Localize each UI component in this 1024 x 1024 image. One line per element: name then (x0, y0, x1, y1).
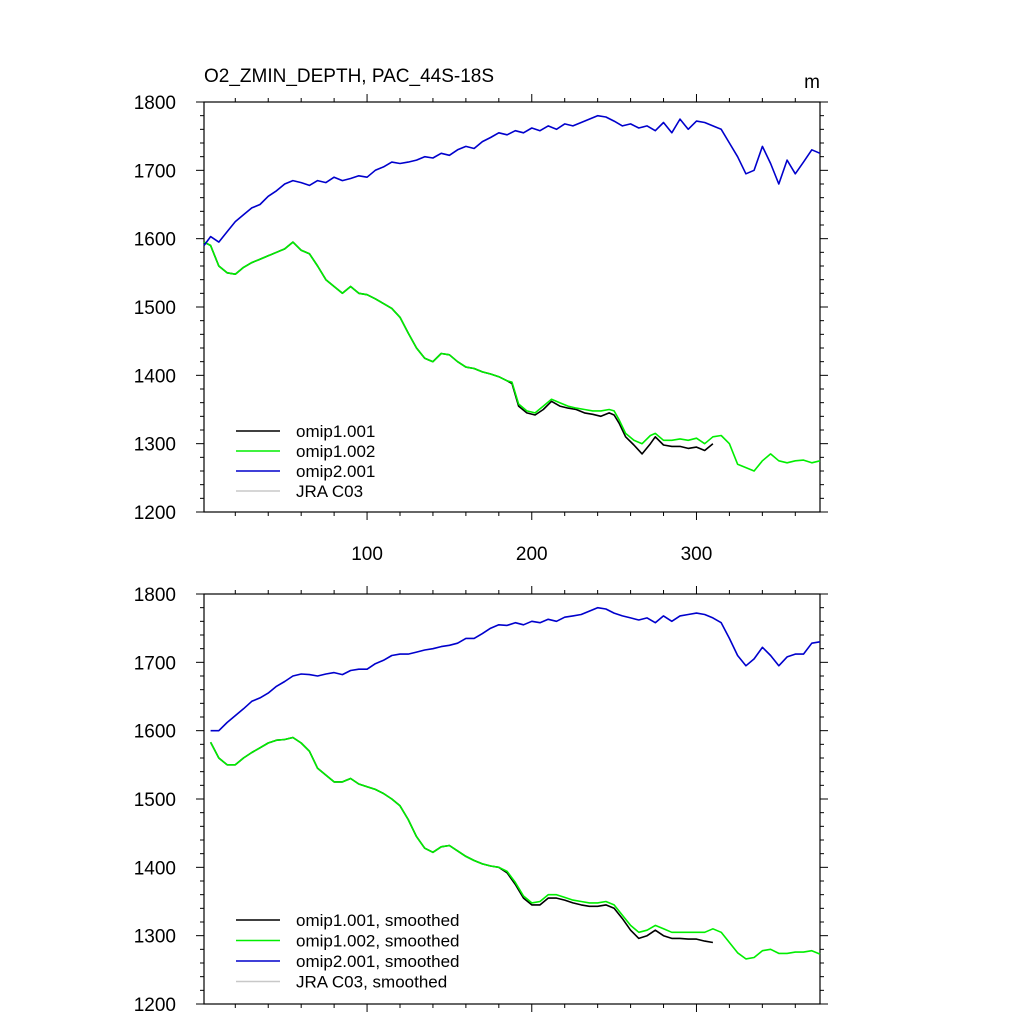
y-tick-label: 1600 (134, 722, 176, 743)
x-tick-label: 200 (516, 544, 548, 565)
x-tick-label: 300 (681, 544, 713, 565)
series-line-omip2-001 (203, 114, 821, 246)
legend-label: omip2.001, smoothed (296, 952, 460, 971)
y-tick-label: 1400 (134, 858, 176, 879)
units-label: m (804, 72, 820, 93)
y-tick-label: 1200 (134, 995, 176, 1016)
legend-label: JRA C03 (296, 482, 363, 501)
y-tick-label: 1700 (134, 161, 176, 182)
y-tick-label: 1800 (134, 585, 176, 606)
y-tick-label: 1400 (134, 366, 176, 387)
y-tick-label: 1300 (134, 927, 176, 948)
y-tick-label: 1500 (134, 790, 176, 811)
chart-title: O2_ZMIN_DEPTH, PAC_44S-18S (204, 66, 494, 87)
legend-label: omip2.001 (296, 462, 375, 481)
legend-label: omip1.001 (296, 422, 375, 441)
legend-label: omip1.001, smoothed (296, 911, 460, 930)
series-line-omip2-001-smoothed (210, 606, 821, 732)
series-line-omip1-002-smoothed (209, 736, 821, 960)
bottom-panel: 1200 1300 1400 1500 1600 1700 1800 omip1.001, s… (134, 585, 828, 1016)
y-tick-label: 1300 (134, 435, 176, 456)
y-tick-label: 1200 (134, 503, 176, 524)
series-line-omip1-001-smoothed (209, 736, 714, 944)
top-panel: 1200 1300 1400 1500 1600 1700 1800 100 200 300 omi… (134, 93, 828, 565)
series-line-omip1-001 (203, 241, 714, 455)
y-tick-label: 1600 (134, 230, 176, 251)
y-tick-label: 1800 (134, 93, 176, 114)
y-tick-label: 1500 (134, 298, 176, 319)
legend-label: omip1.002, smoothed (296, 932, 460, 951)
series-line-omip1-002 (203, 241, 821, 472)
legend-label: JRA C03, smoothed (296, 973, 447, 992)
legend-label: omip1.002 (296, 442, 375, 461)
y-tick-label: 1700 (134, 653, 176, 674)
x-tick-label: 100 (351, 544, 383, 565)
